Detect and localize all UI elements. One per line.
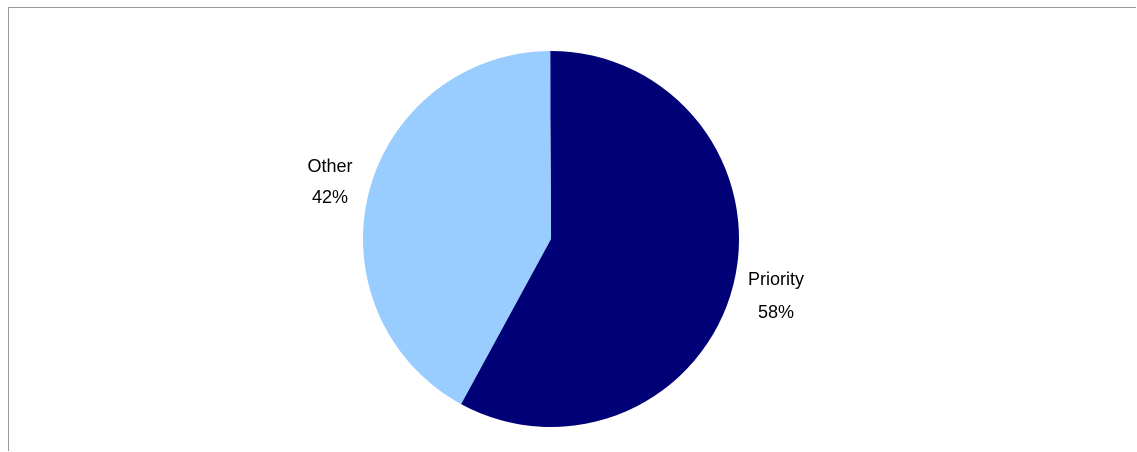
- pie-labels: Priority 58% Other 42%: [307, 156, 804, 322]
- slice-label-priority: Priority: [748, 269, 804, 289]
- pie-slices: [363, 51, 740, 427]
- slice-label-other: Other: [307, 156, 352, 176]
- slice-percent-priority: 58%: [758, 302, 794, 322]
- pie-slice-priority: [461, 51, 740, 427]
- slice-percent-other: 42%: [312, 187, 348, 207]
- pie-slice-other: [363, 51, 551, 405]
